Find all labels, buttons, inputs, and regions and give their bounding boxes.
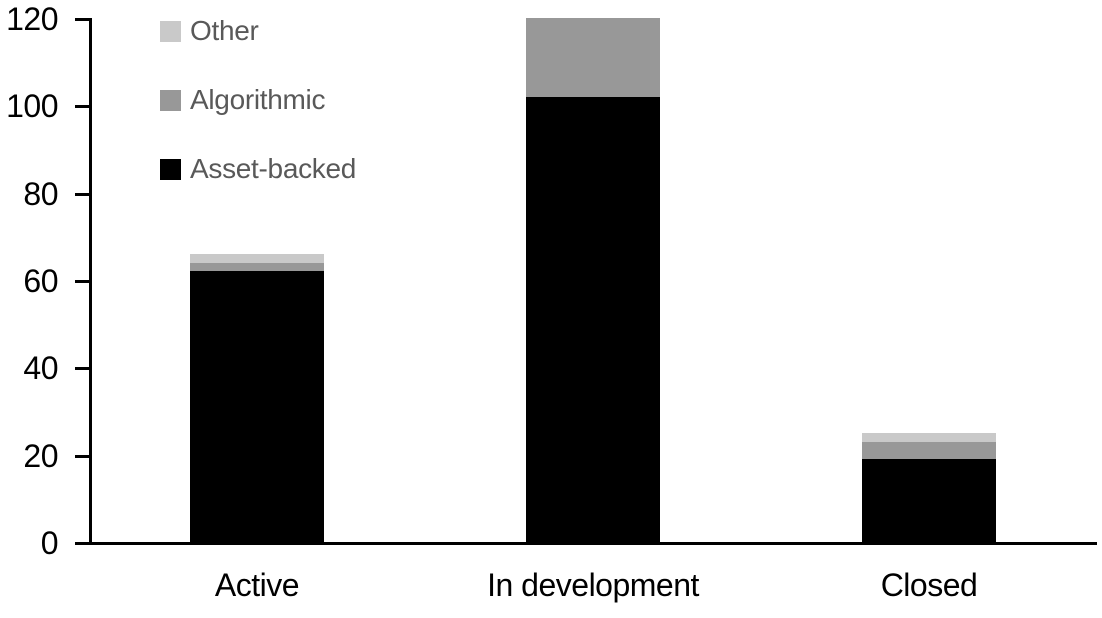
bar-segment-closed-other: [862, 432, 996, 442]
bar-segment-closed-asset-backed: [862, 459, 996, 542]
legend-label: Algorithmic: [190, 84, 326, 115]
y-tick-mark-100: [75, 105, 92, 109]
bar-segment-in-development-algorithmic: [526, 18, 660, 97]
bar-segment-active-algorithmic: [190, 262, 324, 272]
legend-swatch-icon: [160, 158, 181, 180]
category-label: In development: [487, 567, 699, 603]
legend-swatch-icon: [160, 20, 181, 42]
category-label: Active: [214, 567, 300, 603]
y-tick-mark-40: [75, 367, 92, 371]
y-tick-label: 0: [40, 525, 59, 561]
y-tick-mark-120: [75, 18, 92, 21]
legend-swatch-icon: [160, 89, 181, 111]
legend-item-algorithmic: Algorithmic: [160, 84, 356, 115]
x-axis-line: [75, 542, 1097, 545]
legend-item-other: Other: [160, 15, 356, 46]
y-tick-mark-80: [75, 192, 92, 196]
y-tick-label: 60: [23, 263, 58, 299]
legend-label: Other: [190, 15, 259, 46]
chart-legend: Other Algorithmic Asset-backed: [160, 15, 357, 227]
y-tick-label: 100: [6, 88, 58, 125]
y-tick-label: 40: [23, 350, 58, 387]
bar-segment-in-development-asset-backed: [526, 96, 660, 542]
category-label: Closed: [880, 567, 978, 603]
bar-segment-closed-algorithmic: [862, 441, 996, 460]
y-tick-mark-0: [75, 542, 92, 545]
y-tick-mark-20: [75, 454, 92, 458]
y-tick-label: 80: [23, 175, 58, 212]
y-tick-mark-60: [75, 280, 92, 283]
y-tick-label: 120: [6, 1, 58, 37]
legend-label: Asset-backed: [190, 153, 357, 184]
y-tick-label: 20: [23, 437, 58, 474]
legend-item-asset-backed: Asset-backed: [160, 153, 357, 184]
bar-segment-active-other: [190, 253, 324, 263]
bar-segment-active-asset-backed: [190, 271, 324, 542]
